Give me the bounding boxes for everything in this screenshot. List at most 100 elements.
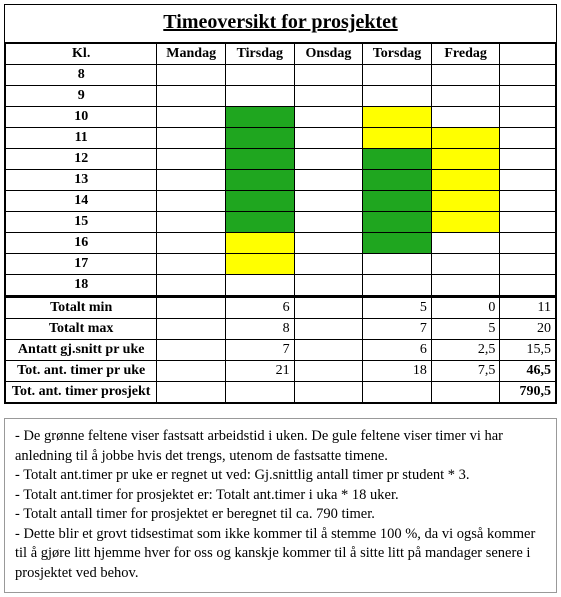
note-line: - De grønne feltene viser fastsatt arbei… bbox=[15, 427, 546, 466]
time-row-sum bbox=[500, 128, 556, 149]
summary-cell: 5 bbox=[431, 319, 500, 340]
summary-cell: 6 bbox=[225, 297, 294, 319]
summary-cell bbox=[294, 382, 363, 403]
time-cell bbox=[363, 191, 432, 212]
summary-cell: 2,5 bbox=[431, 340, 500, 361]
time-cell bbox=[294, 149, 363, 170]
time-row-label: 11 bbox=[6, 128, 157, 149]
time-cell bbox=[225, 149, 294, 170]
timesheet-container: Timeoversikt for prosjektet Kl.MandagTir… bbox=[4, 4, 557, 404]
summary-row-label: Totalt min bbox=[6, 297, 157, 319]
time-cell bbox=[363, 86, 432, 107]
time-cell bbox=[431, 65, 500, 86]
time-cell bbox=[225, 275, 294, 297]
time-row-sum bbox=[500, 107, 556, 128]
time-row-sum bbox=[500, 254, 556, 275]
note-line: - Totalt ant.timer pr uke er regnet ut v… bbox=[15, 466, 546, 486]
time-cell bbox=[225, 107, 294, 128]
time-cell bbox=[225, 128, 294, 149]
time-cell bbox=[294, 86, 363, 107]
time-cell bbox=[431, 128, 500, 149]
time-row-sum bbox=[500, 149, 556, 170]
time-cell bbox=[225, 212, 294, 233]
column-header-day: Onsdag bbox=[294, 44, 363, 65]
column-header-day: Fredag bbox=[431, 44, 500, 65]
time-cell bbox=[363, 275, 432, 297]
time-row-label: 9 bbox=[6, 86, 157, 107]
time-row-sum bbox=[500, 170, 556, 191]
summary-cell: 8 bbox=[225, 319, 294, 340]
summary-cell: 7,5 bbox=[431, 361, 500, 382]
time-row-label: 8 bbox=[6, 65, 157, 86]
time-row-sum bbox=[500, 275, 556, 297]
page-title: Timeoversikt for prosjektet bbox=[5, 5, 556, 43]
time-cell bbox=[363, 65, 432, 86]
summary-row-sum: 15,5 bbox=[500, 340, 556, 361]
summary-cell bbox=[294, 297, 363, 319]
time-cell bbox=[294, 275, 363, 297]
summary-cell bbox=[157, 340, 226, 361]
summary-cell bbox=[157, 382, 226, 403]
time-cell bbox=[225, 65, 294, 86]
summary-row-sum: 20 bbox=[500, 319, 556, 340]
column-header-sum bbox=[500, 44, 556, 65]
summary-row-sum: 11 bbox=[500, 297, 556, 319]
time-row-label: 17 bbox=[6, 254, 157, 275]
time-cell bbox=[157, 149, 226, 170]
column-header-day: Tirsdag bbox=[225, 44, 294, 65]
time-row-label: 18 bbox=[6, 275, 157, 297]
time-cell bbox=[431, 254, 500, 275]
time-cell bbox=[294, 212, 363, 233]
time-cell bbox=[157, 86, 226, 107]
time-cell bbox=[157, 254, 226, 275]
time-cell bbox=[157, 212, 226, 233]
summary-cell bbox=[294, 319, 363, 340]
summary-cell bbox=[294, 340, 363, 361]
time-cell bbox=[157, 170, 226, 191]
time-cell bbox=[157, 107, 226, 128]
summary-cell: 7 bbox=[363, 319, 432, 340]
time-row-label: 12 bbox=[6, 149, 157, 170]
notes-box: - De grønne feltene viser fastsatt arbei… bbox=[4, 418, 557, 593]
time-cell bbox=[294, 191, 363, 212]
time-cell bbox=[431, 275, 500, 297]
time-row-sum bbox=[500, 191, 556, 212]
summary-cell bbox=[157, 319, 226, 340]
column-header-day: Mandag bbox=[157, 44, 226, 65]
column-header-day: Torsdag bbox=[363, 44, 432, 65]
timesheet-table: Kl.MandagTirsdagOnsdagTorsdagFredag89101… bbox=[5, 43, 556, 403]
time-cell bbox=[363, 170, 432, 191]
time-cell bbox=[431, 107, 500, 128]
summary-cell bbox=[157, 361, 226, 382]
time-cell bbox=[294, 128, 363, 149]
time-cell bbox=[431, 212, 500, 233]
summary-cell bbox=[363, 382, 432, 403]
summary-cell: 6 bbox=[363, 340, 432, 361]
time-cell bbox=[294, 254, 363, 275]
time-row-sum bbox=[500, 65, 556, 86]
time-row-label: 13 bbox=[6, 170, 157, 191]
column-header-kl: Kl. bbox=[6, 44, 157, 65]
time-cell bbox=[363, 128, 432, 149]
summary-row-label: Totalt max bbox=[6, 319, 157, 340]
summary-cell bbox=[157, 297, 226, 319]
time-cell bbox=[157, 275, 226, 297]
summary-cell bbox=[294, 361, 363, 382]
time-row-label: 15 bbox=[6, 212, 157, 233]
time-cell bbox=[157, 233, 226, 254]
time-cell bbox=[363, 254, 432, 275]
summary-cell: 7 bbox=[225, 340, 294, 361]
time-cell bbox=[225, 170, 294, 191]
time-cell bbox=[225, 86, 294, 107]
note-line: - Dette blir et grovt tidsestimat som ik… bbox=[15, 525, 546, 584]
summary-row-label: Antatt gj.snitt pr uke bbox=[6, 340, 157, 361]
note-line: - Totalt antall timer for prosjektet er … bbox=[15, 505, 546, 525]
time-cell bbox=[431, 86, 500, 107]
time-cell bbox=[157, 128, 226, 149]
time-cell bbox=[225, 254, 294, 275]
summary-cell: 21 bbox=[225, 361, 294, 382]
time-cell bbox=[294, 170, 363, 191]
time-cell bbox=[225, 233, 294, 254]
time-cell bbox=[294, 65, 363, 86]
summary-cell bbox=[225, 382, 294, 403]
